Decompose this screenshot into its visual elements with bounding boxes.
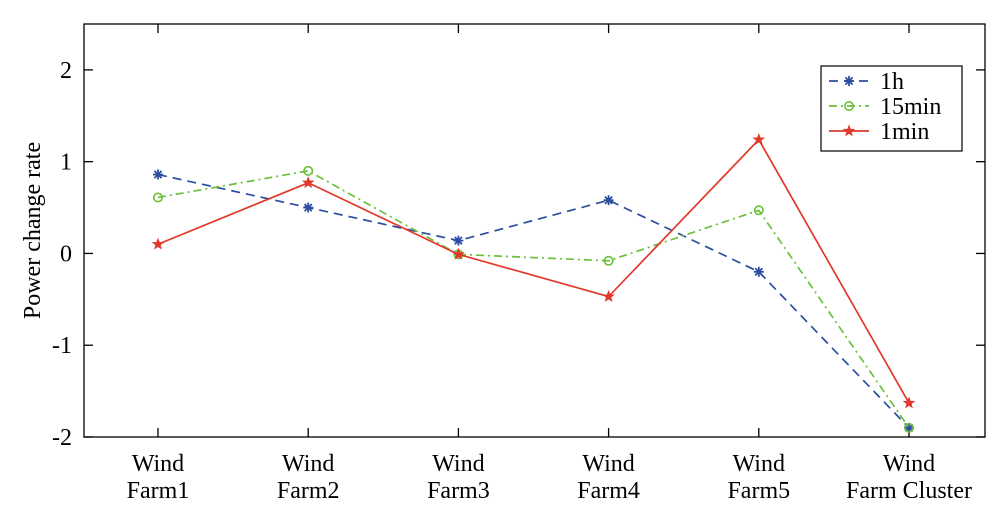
asterisk-stroke <box>153 170 163 179</box>
x-category-label: Wind Farm Cluster <box>846 451 972 504</box>
legend-item: 1h <box>829 69 904 95</box>
x-category-label: Wind Farm4 <box>577 451 640 504</box>
x-category-label-line: Wind <box>432 451 484 477</box>
x-category-label: Wind Farm2 <box>277 451 340 504</box>
data-point <box>603 255 614 266</box>
x-category-label-line: Wind <box>282 451 334 477</box>
asterisk-stroke <box>754 267 764 277</box>
x-category-label-line: Wind <box>132 451 184 477</box>
data-point <box>752 132 766 146</box>
x-category-label-line: Farm2 <box>277 478 340 504</box>
y-axis-label: Power change rate <box>20 142 46 319</box>
x-category-label-line: Farm1 <box>127 478 190 504</box>
legend-marker <box>843 101 854 112</box>
series-line <box>157 138 910 404</box>
x-category-label: Wind Farm1 <box>127 451 190 504</box>
y-tick-label: 1 <box>60 150 72 176</box>
series-1min <box>151 132 916 409</box>
x-category-label-line: Farm5 <box>727 478 790 504</box>
asterisk-stroke <box>604 195 613 205</box>
data-point <box>303 202 314 213</box>
x-category-label: Wind Farm5 <box>727 451 790 504</box>
data-point <box>753 205 764 216</box>
asterisk-stroke <box>904 423 914 433</box>
y-tick-label: 0 <box>60 241 72 267</box>
y-tick-label: -1 <box>52 333 72 359</box>
asterisk-stroke <box>454 236 463 245</box>
x-category-label-line: Wind <box>582 451 634 477</box>
legend-marker <box>844 76 854 86</box>
data-point <box>453 235 464 246</box>
asterisk-stroke <box>303 203 313 212</box>
legend-label: 1h <box>880 69 904 95</box>
series-15min <box>153 165 914 433</box>
x-category-label-line: Wind <box>883 451 935 477</box>
y-tick-label: 2 <box>60 58 72 84</box>
x-category-label: Wind Farm3 <box>427 451 490 504</box>
legend-label: 1min <box>880 119 929 145</box>
data-point <box>301 176 315 189</box>
data-point <box>602 289 615 302</box>
series-1h <box>153 169 914 433</box>
data-point <box>153 169 163 180</box>
x-category-label-line: Farm Cluster <box>846 478 972 504</box>
legend-item: 15min <box>829 94 941 120</box>
plot-frame <box>83 23 986 438</box>
legend-marker <box>842 124 856 137</box>
legend-item: 1min <box>829 119 929 145</box>
x-category-label-line: Farm4 <box>577 478 640 504</box>
asterisk-stroke <box>844 76 854 86</box>
data-point <box>753 266 764 277</box>
data-point <box>151 237 165 250</box>
data-point <box>603 195 614 206</box>
data-point <box>452 247 465 260</box>
x-category-label-line: Wind <box>733 451 785 477</box>
data-point <box>303 165 314 176</box>
series-line <box>157 169 910 429</box>
y-tick-label: -2 <box>52 425 72 451</box>
data-point <box>903 422 914 433</box>
x-category-label-line: Farm3 <box>427 478 490 504</box>
data-point <box>902 396 916 409</box>
data-point <box>153 192 164 203</box>
legend-label: 15min <box>880 94 941 120</box>
series-line <box>157 173 910 429</box>
